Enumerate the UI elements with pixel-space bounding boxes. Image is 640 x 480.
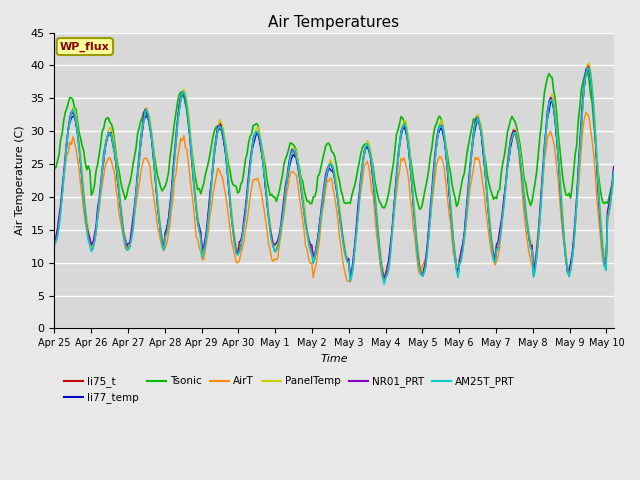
X-axis label: Time: Time [320, 354, 348, 364]
Y-axis label: Air Temperature (C): Air Temperature (C) [15, 126, 25, 235]
Title: Air Temperatures: Air Temperatures [269, 15, 399, 30]
Legend: li75_t, li77_temp, Tsonic, AirT, PanelTemp, NR01_PRT, AM25T_PRT: li75_t, li77_temp, Tsonic, AirT, PanelTe… [60, 372, 519, 408]
Text: WP_flux: WP_flux [60, 41, 109, 52]
